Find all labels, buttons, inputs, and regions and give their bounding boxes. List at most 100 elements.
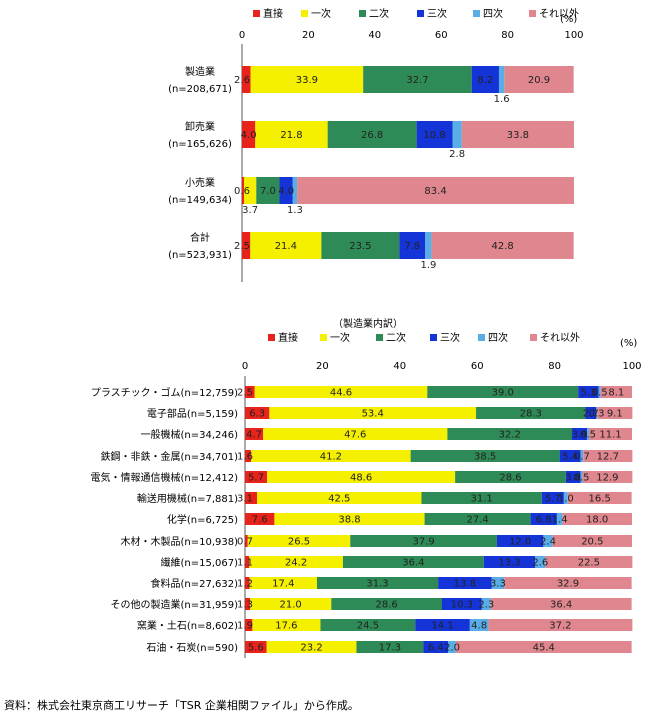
bar-segment-0-3 — [471, 66, 499, 93]
bar-segment-1-3 — [585, 407, 597, 419]
data-label-0-3: 8.2 — [477, 75, 493, 86]
tick-label-5: 100 — [564, 30, 583, 41]
bar-segment-12-3 — [423, 641, 449, 653]
tick-label-0: 0 — [239, 30, 245, 41]
legend-label-0: 直接 — [263, 7, 283, 20]
legend-swatch-3 — [430, 334, 437, 341]
bar-segment-9-3 — [438, 577, 492, 589]
bar-segment-9-0 — [245, 577, 250, 589]
bar-segment-1-0 — [245, 407, 270, 419]
bar-segment-5-5 — [567, 492, 632, 504]
data-label-7-2: 37.9 — [412, 537, 434, 548]
data-label-8-1: 24.2 — [285, 558, 307, 569]
data-label-1-1: 21.8 — [280, 130, 302, 141]
bar-segment-11-0 — [245, 619, 253, 631]
data-label-1-5: 9.1 — [607, 409, 623, 420]
data-label-8-5: 22.5 — [578, 558, 600, 569]
bar-segment-7-1 — [247, 535, 351, 547]
bar-segment-0-3 — [578, 386, 599, 398]
data-label-2-1: 47.6 — [344, 430, 366, 441]
data-label-11-4: 4.8 — [471, 621, 487, 632]
percent-label: (%) — [620, 338, 637, 349]
tick-label-5: 100 — [622, 361, 641, 372]
bar-segment-3-0 — [245, 450, 252, 462]
data-label-3-2: 23.5 — [349, 241, 371, 252]
legend-swatch-2 — [376, 334, 383, 341]
data-label-9-1: 17.4 — [272, 579, 294, 590]
source-note: 資料：株式会社東京商工リサーチ「TSR 企業相関ファイル」から作成。 — [4, 699, 359, 712]
bar-segment-12-0 — [245, 641, 267, 653]
bar-segment-2-5 — [297, 177, 574, 204]
data-label-4-2: 28.6 — [499, 473, 521, 484]
data-label-8-0: 1.1 — [237, 558, 253, 569]
bar-segment-10-2 — [331, 598, 442, 610]
data-label-5-5: 16.5 — [589, 494, 611, 505]
legend-swatch-2 — [359, 10, 366, 17]
legend-swatch-4 — [473, 10, 480, 17]
data-label-7-0: 0.7 — [237, 537, 253, 548]
bar-segment-2-1 — [243, 177, 257, 204]
bar-segment-10-4 — [481, 598, 491, 610]
data-label-3-4: 0.7 — [574, 452, 590, 463]
data-label-10-0: 1.3 — [237, 600, 253, 611]
tick-label-2: 40 — [393, 361, 406, 372]
bar-segment-3-4 — [425, 232, 432, 259]
category-label-5: 輸送用機械(n=7,881) — [137, 492, 238, 505]
data-label-5-3: 5.7 — [545, 494, 561, 505]
bar-segment-9-2 — [316, 577, 439, 589]
bar-segment-2-0 — [242, 177, 244, 204]
bar-segment-2-2 — [447, 428, 573, 440]
bar-segment-1-4 — [452, 121, 462, 148]
data-label-11-1: 17.6 — [275, 621, 297, 632]
bar-segment-11-2 — [320, 619, 416, 631]
bar-segment-3-5 — [431, 232, 574, 259]
data-label-11-2: 24.5 — [357, 621, 379, 632]
bar-segment-12-4 — [448, 641, 456, 653]
bar-segment-7-3 — [496, 535, 544, 547]
data-label-4-1: 48.6 — [350, 473, 372, 484]
data-label-3-4: 1.9 — [420, 260, 436, 271]
bar-segment-5-0 — [245, 492, 257, 504]
legend-label-1: 一次 — [330, 331, 350, 344]
bar-segment-2-4 — [587, 428, 590, 440]
data-label-9-0: 1.2 — [237, 579, 253, 590]
bar-segment-9-5 — [504, 577, 632, 589]
data-label-8-4: 2.6 — [532, 558, 548, 569]
bar-segment-3-0 — [242, 232, 251, 259]
category-n-0: (n=208,671) — [168, 84, 232, 95]
data-label-2-4: 1.3 — [287, 205, 303, 216]
bar-segment-1-2 — [476, 407, 586, 419]
category-label-0: 製造業 — [185, 65, 215, 78]
data-label-0-5: 20.9 — [528, 75, 550, 86]
data-label-1-5: 33.8 — [507, 130, 529, 141]
legend-label-4: 四次 — [483, 7, 503, 20]
bar-segment-2-5 — [589, 428, 632, 440]
legend-swatch-5 — [530, 334, 537, 341]
data-label-10-2: 28.6 — [376, 600, 398, 611]
category-label-3: 合計 — [190, 231, 210, 244]
legend-label-3: 三次 — [427, 7, 447, 20]
category-label-9: 食料品(n=27,632) — [150, 577, 238, 590]
data-label-2-2: 32.2 — [499, 430, 521, 441]
bar-segment-1-3 — [416, 121, 453, 148]
bar-segment-3-5 — [583, 450, 633, 462]
bar-segment-1-5 — [597, 407, 633, 419]
data-label-1-2: 26.8 — [361, 130, 383, 141]
data-label-1-0: 4.0 — [241, 130, 257, 141]
data-label-7-5: 20.5 — [581, 537, 603, 548]
legend-swatch-3 — [417, 10, 424, 17]
data-label-11-3: 14.1 — [431, 621, 453, 632]
data-label-3-3: 7.8 — [404, 241, 420, 252]
data-label-2-5: 11.1 — [599, 430, 621, 441]
bar-segment-3-2 — [321, 232, 400, 259]
bar-segment-0-1 — [254, 386, 428, 398]
category-label-2: 小売業 — [185, 176, 215, 189]
bar-segment-10-1 — [250, 598, 332, 610]
data-label-7-4: 2.4 — [540, 537, 556, 548]
bar-segment-2-1 — [263, 428, 448, 440]
category-label-3: 鉄鋼・非鉄・金属(n=34,701) — [100, 450, 238, 463]
bar-segment-6-4 — [556, 513, 563, 525]
category-label-11: 窯業・土石(n=8,602) — [137, 619, 238, 632]
data-label-2-0: 4.7 — [246, 430, 262, 441]
